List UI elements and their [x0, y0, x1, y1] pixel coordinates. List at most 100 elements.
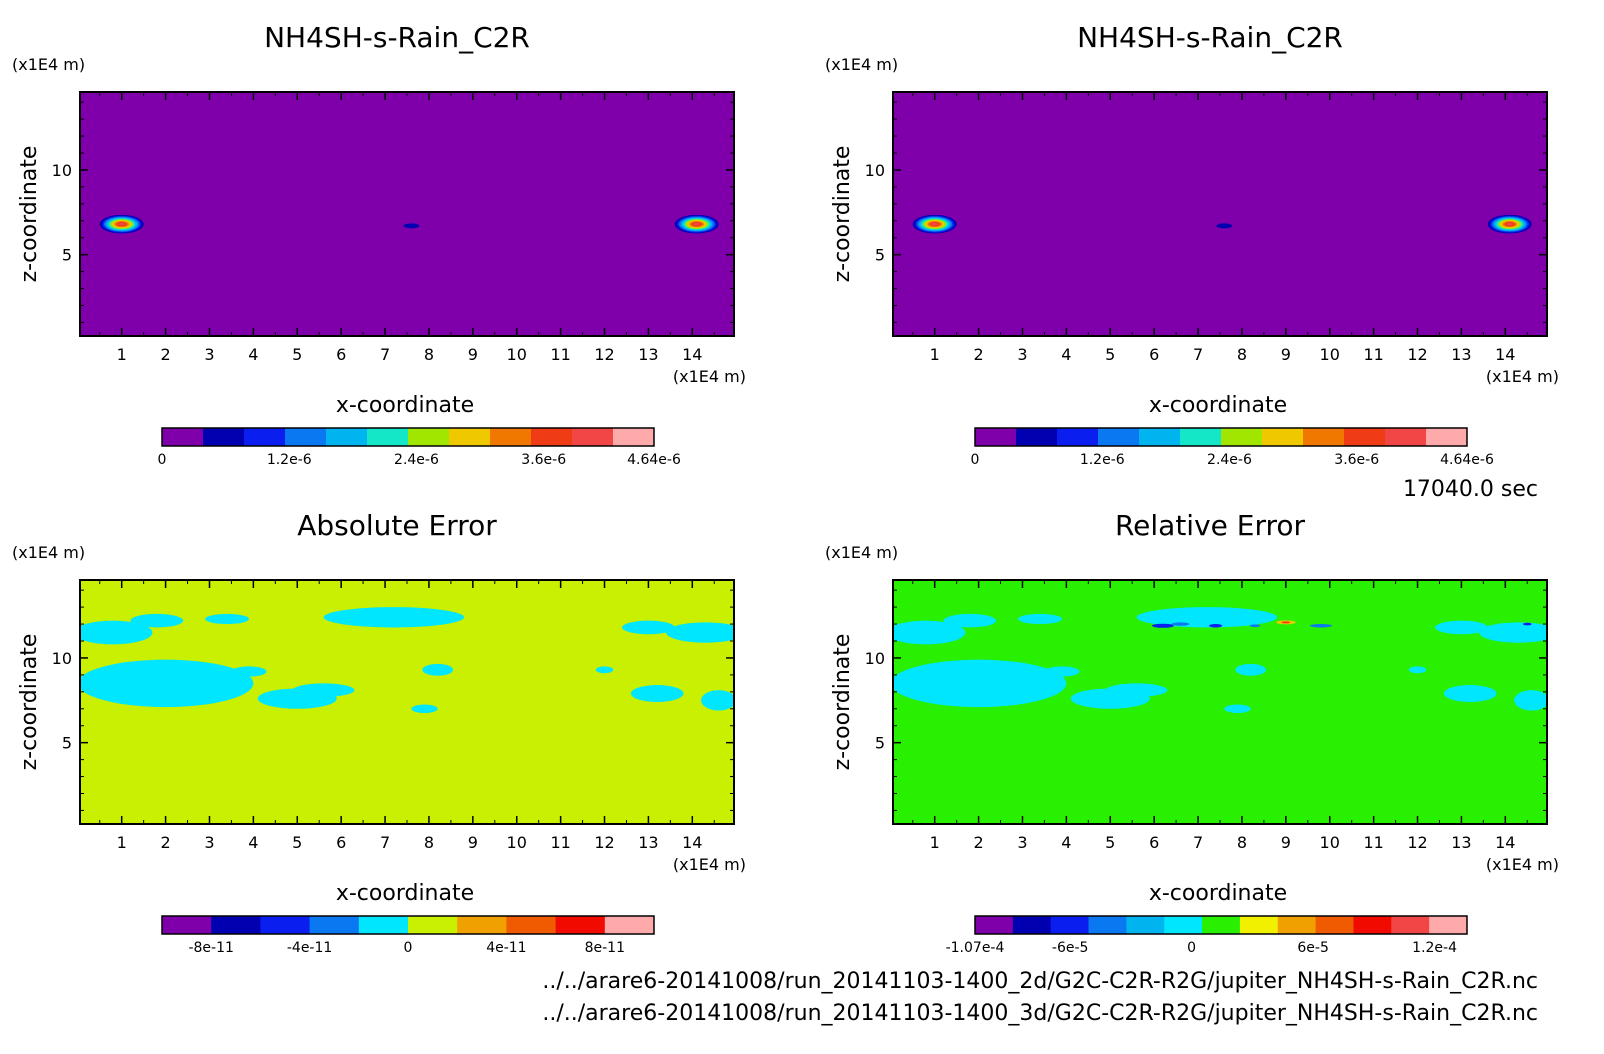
x-axis-label: x-coordinate	[1149, 393, 1287, 418]
x-tick-label: 14	[1495, 833, 1515, 852]
x-tick-label: 6	[336, 345, 346, 364]
x-tick-label: 11	[1363, 345, 1383, 364]
colorbar-swatch	[1315, 916, 1354, 934]
y-axis-label: z-coordinate	[17, 146, 42, 283]
error-patch	[292, 683, 355, 697]
x-unit-label: (x1E4 m)	[673, 855, 746, 874]
x-tick-label: 1	[930, 345, 940, 364]
x-tick-label: 9	[1281, 833, 1291, 852]
colorbar-swatch	[1098, 428, 1140, 446]
error-extreme	[1151, 623, 1174, 628]
colorbar-tick-label: 0	[1187, 940, 1196, 956]
colorbar-swatch	[1385, 428, 1427, 446]
x-tick-label: 8	[424, 833, 434, 852]
x-tick-label: 2	[160, 345, 170, 364]
colorbar-tick-label: 2.4e-6	[394, 452, 439, 468]
time-label: 17040.0 sec	[1403, 477, 1538, 502]
colorbar-swatch	[162, 916, 212, 934]
panel-2: NH4SH-s-Rain_C2R(x1E4 m)1 2 3 4 5 6 7 8 9 10 11 12 1…	[825, 21, 1559, 468]
x-tick-label: 4	[248, 833, 258, 852]
contour-ring	[403, 223, 420, 229]
x-tick-label: 9	[1281, 345, 1291, 364]
error-patch	[1443, 685, 1497, 702]
x-tick-label: 8	[1237, 345, 1247, 364]
colorbar-tick-label: 3.6e-6	[521, 452, 566, 468]
x-tick-label: 9	[468, 833, 478, 852]
colorbar-swatch	[1221, 428, 1263, 446]
x-tick-label: 5	[292, 833, 302, 852]
error-extreme	[1309, 624, 1332, 628]
error-extreme	[1171, 622, 1190, 626]
colorbar-tick-label: 0	[158, 452, 167, 468]
colorbar-tick-label: 8e-11	[585, 940, 625, 956]
error-patch	[130, 613, 184, 628]
x-tick-label: 4	[248, 345, 258, 364]
x-tick-label: 2	[973, 345, 983, 364]
error-patch	[1514, 690, 1547, 711]
y-unit-label: (x1E4 m)	[12, 543, 85, 562]
x-tick-label: 7	[1193, 833, 1203, 852]
plot-background	[80, 92, 734, 336]
x-tick-label: 12	[594, 345, 614, 364]
x-tick-label: 14	[1495, 345, 1515, 364]
x-tick-label: 3	[1017, 833, 1027, 852]
panel-4: Relative Error(x1E4 m)1 2 3 4 5 6 7 8 9 10 11 12 13 1…	[825, 509, 1559, 956]
x-tick-label: 10	[507, 345, 527, 364]
colorbar-swatch	[449, 428, 491, 446]
x-tick-label: 13	[1451, 833, 1471, 852]
colorbar-tick-label: 2.4e-6	[1207, 452, 1252, 468]
colorbar-swatch	[1180, 428, 1222, 446]
error-patch	[943, 613, 997, 628]
error-extreme	[1522, 622, 1532, 626]
x-tick-label: 2	[160, 833, 170, 852]
y-tick-label: 5	[62, 734, 72, 753]
x-tick-label: 5	[292, 345, 302, 364]
colorbar-swatch	[1139, 428, 1181, 446]
file-path-2d: ../../arare6-20141008/run_20141103-1400_…	[542, 969, 1538, 994]
x-tick-label: 3	[204, 345, 214, 364]
contour-ring	[1216, 223, 1233, 229]
colorbar-swatch	[1426, 428, 1468, 446]
x-tick-label: 2	[973, 833, 983, 852]
colorbar-swatch	[260, 916, 311, 934]
x-tick-label: 1	[930, 833, 940, 852]
colorbar-tick-label: 0	[404, 940, 413, 956]
colorbar-swatch	[1303, 428, 1345, 446]
contour-ring	[693, 222, 700, 226]
error-extreme	[1249, 624, 1261, 628]
y-tick-label: 10	[52, 161, 72, 180]
colorbar-swatch	[1164, 916, 1203, 934]
y-axis-label: z-coordinate	[830, 146, 855, 283]
error-patch	[701, 690, 734, 711]
y-tick-label: 5	[62, 246, 72, 265]
colorbar-swatch	[613, 428, 655, 446]
x-tick-label: 6	[1149, 833, 1159, 852]
error-patch	[665, 622, 734, 643]
x-tick-label: 12	[1407, 833, 1427, 852]
error-extreme	[1281, 621, 1291, 624]
colorbar-swatch	[1012, 916, 1052, 934]
x-tick-label: 11	[550, 833, 570, 852]
colorbar-swatch	[285, 428, 327, 446]
x-tick-label: 9	[468, 345, 478, 364]
x-tick-label: 6	[336, 833, 346, 852]
x-axis-label: x-coordinate	[336, 393, 474, 418]
colorbar: -1.07e-4 -6e-5 0 6e-5 1.2e-4	[946, 915, 1468, 956]
colorbar: 0 1.2e-6 2.4e-6 3.6e-6 4.64e-6	[158, 427, 681, 468]
x-tick-label: 12	[1407, 345, 1427, 364]
colorbar-swatch	[457, 916, 507, 934]
error-patch	[80, 620, 153, 645]
contour-ring	[1506, 222, 1513, 226]
panel-title: NH4SH-s-Rain_C2R	[1077, 21, 1343, 54]
x-tick-label: 13	[638, 833, 658, 852]
y-tick-label: 5	[875, 246, 885, 265]
x-tick-label: 13	[1451, 345, 1471, 364]
x-tick-label: 8	[424, 345, 434, 364]
panel-title: Relative Error	[1115, 509, 1306, 542]
colorbar-swatch	[1050, 916, 1090, 934]
colorbar-swatch	[211, 916, 261, 934]
colorbar-swatch	[1202, 916, 1241, 934]
colorbar-swatch	[1429, 916, 1468, 934]
y-tick-label: 5	[875, 734, 885, 753]
